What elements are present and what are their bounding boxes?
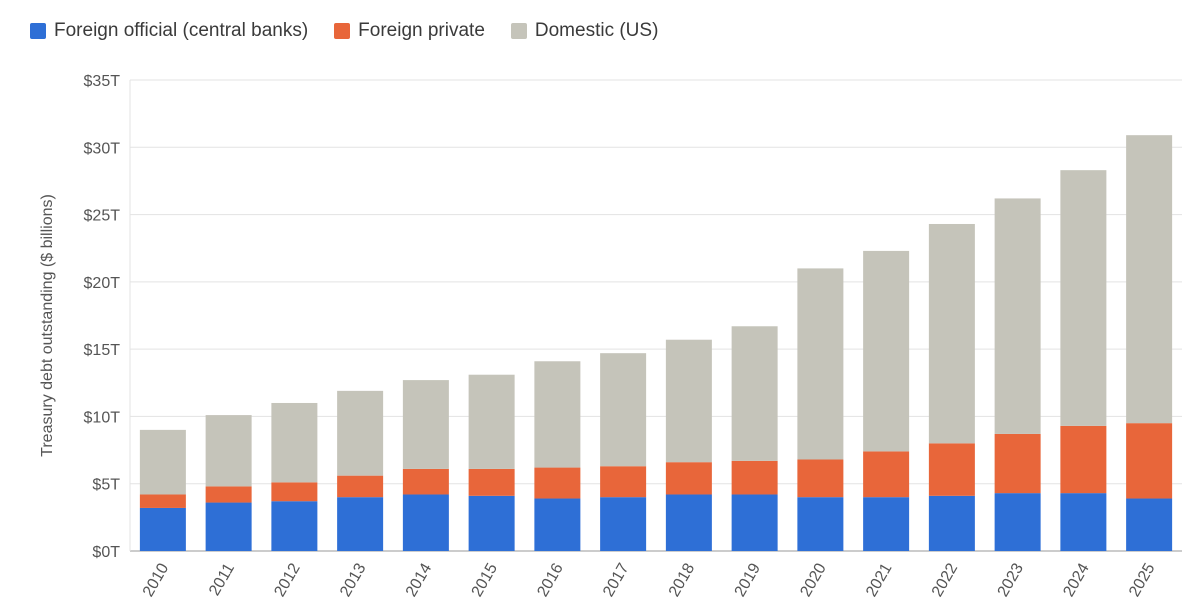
bar-segment bbox=[731, 326, 778, 461]
x-tick-label: 2021 bbox=[863, 560, 896, 599]
x-tick-label: 2011 bbox=[206, 560, 238, 598]
bar-segment bbox=[600, 497, 647, 551]
legend-item-foreign-private: Foreign private bbox=[334, 20, 485, 42]
bar-segment bbox=[271, 501, 318, 551]
bar-segment bbox=[797, 497, 844, 551]
bar-segment bbox=[1126, 423, 1173, 499]
bar-segment bbox=[994, 493, 1041, 551]
bar-segment bbox=[139, 494, 186, 508]
bar-segment bbox=[600, 466, 647, 498]
x-tick-label: 2018 bbox=[666, 560, 699, 599]
bar-segment bbox=[337, 390, 384, 476]
bar-segment bbox=[1060, 425, 1107, 494]
x-tick-label: 2013 bbox=[337, 560, 370, 599]
x-tick-label: 2015 bbox=[469, 560, 502, 599]
legend-swatch-foreign-private bbox=[334, 23, 351, 39]
legend-item-foreign-official: Foreign official (central banks) bbox=[30, 20, 308, 42]
x-tick-label: 2012 bbox=[271, 560, 304, 599]
bar-segment bbox=[600, 353, 647, 467]
x-tick-label: 2014 bbox=[403, 560, 436, 599]
bar-segment bbox=[797, 268, 844, 460]
bar-segment bbox=[205, 486, 252, 503]
legend-swatch-foreign-official bbox=[30, 23, 46, 39]
bar-segment bbox=[205, 502, 252, 551]
y-tick-label: $10T bbox=[84, 409, 121, 426]
chart-legend: Foreign official (central banks) Foreign… bbox=[30, 20, 658, 42]
bar-segment bbox=[928, 495, 975, 551]
bar-segment bbox=[1060, 493, 1107, 551]
bar-segment bbox=[994, 198, 1041, 434]
bar-segment bbox=[468, 495, 515, 551]
y-tick-label: $35T bbox=[84, 73, 121, 90]
bar-segment bbox=[797, 459, 844, 498]
y-tick-label: $25T bbox=[84, 208, 121, 225]
bar-segment bbox=[863, 250, 910, 452]
bar-segment bbox=[928, 443, 975, 496]
y-tick-label: $0T bbox=[92, 544, 120, 561]
legend-swatch-domestic bbox=[510, 23, 527, 39]
x-tick-label: 2022 bbox=[929, 560, 962, 599]
bar-segment bbox=[468, 468, 515, 496]
bar-segment bbox=[534, 361, 581, 468]
y-axis-label: Treasury debt outstanding ($ billions) bbox=[39, 194, 56, 457]
bar-segment bbox=[863, 451, 910, 498]
bar-segment bbox=[928, 223, 975, 444]
x-tick-label: 2025 bbox=[1126, 560, 1159, 599]
bar-segment bbox=[994, 433, 1041, 494]
y-tick-label: $5T bbox=[92, 477, 120, 494]
x-tick-label: 2017 bbox=[600, 560, 633, 599]
bar-segment bbox=[139, 429, 186, 495]
bar-segment bbox=[402, 380, 449, 469]
bar-segment bbox=[534, 467, 581, 499]
bar-segment bbox=[731, 494, 778, 551]
bar-segment bbox=[402, 468, 449, 495]
bar-segment bbox=[863, 497, 910, 551]
bar-segment bbox=[271, 482, 318, 502]
bar-segment bbox=[1060, 170, 1107, 426]
bar-segment bbox=[205, 415, 252, 487]
x-tick-label: 2010 bbox=[140, 560, 173, 599]
x-tick-label: 2023 bbox=[995, 560, 1028, 599]
legend-item-domestic: Domestic (US) bbox=[510, 20, 659, 42]
bar-segment bbox=[534, 498, 581, 551]
x-tick-label: 2020 bbox=[797, 560, 830, 599]
bar-segment bbox=[731, 460, 778, 495]
bar-segment bbox=[1126, 498, 1173, 551]
bar-segment bbox=[665, 339, 712, 463]
x-tick-label: 2024 bbox=[1060, 560, 1093, 599]
y-tick-label: $30T bbox=[84, 140, 121, 157]
legend-label-foreign-private: Foreign private bbox=[358, 20, 485, 41]
y-tick-label: $20T bbox=[84, 275, 121, 292]
bar-segment bbox=[468, 374, 515, 469]
bar-segment bbox=[1126, 135, 1173, 424]
bar-segment bbox=[665, 494, 712, 551]
bar-segment bbox=[665, 462, 712, 495]
bar-segment bbox=[271, 402, 318, 483]
bar-segment bbox=[337, 497, 384, 551]
x-tick-label: 2019 bbox=[732, 560, 765, 599]
bar-segment bbox=[402, 494, 449, 551]
legend-label-foreign-official: Foreign official (central banks) bbox=[54, 20, 309, 41]
x-tick-label: 2016 bbox=[534, 560, 567, 599]
y-tick-label: $15T bbox=[84, 342, 121, 359]
bar-segment bbox=[139, 507, 186, 551]
bar-segment bbox=[337, 475, 384, 498]
legend-label-domestic: Domestic (US) bbox=[534, 20, 659, 41]
